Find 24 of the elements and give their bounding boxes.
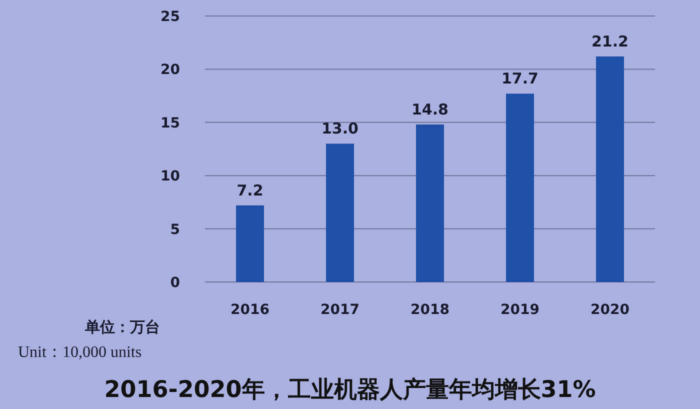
- y-tick-label: 5: [170, 222, 180, 238]
- text: Unit：10,000 units: [18, 344, 142, 361]
- data-label: 17.7: [501, 70, 539, 88]
- bar: [326, 144, 354, 282]
- text: 2016-2020年，工业机器人产量年均增长31%: [104, 377, 596, 403]
- y-tick-label: 0: [170, 275, 180, 291]
- data-label: 14.8: [411, 100, 449, 119]
- x-tick-label: 2016: [230, 302, 270, 318]
- bar: [236, 205, 264, 282]
- x-tick-label: 2018: [410, 302, 450, 318]
- text: 单位：万台: [84, 318, 160, 336]
- x-tick-label: 2019: [500, 302, 540, 318]
- x-tick-label: 2017: [320, 302, 360, 318]
- bar: [596, 56, 624, 282]
- y-tick-label: 10: [160, 168, 180, 185]
- bar: [416, 124, 444, 282]
- bar: [506, 94, 534, 282]
- y-tick-label: 15: [160, 115, 180, 132]
- y-tick-label: 20: [160, 62, 180, 78]
- data-label: 13.0: [321, 120, 359, 138]
- x-tick-label: 2020: [590, 302, 630, 318]
- y-tick-label: 25: [160, 9, 180, 25]
- data-label: 7.2: [236, 181, 264, 200]
- data-label: 21.2: [591, 32, 629, 50]
